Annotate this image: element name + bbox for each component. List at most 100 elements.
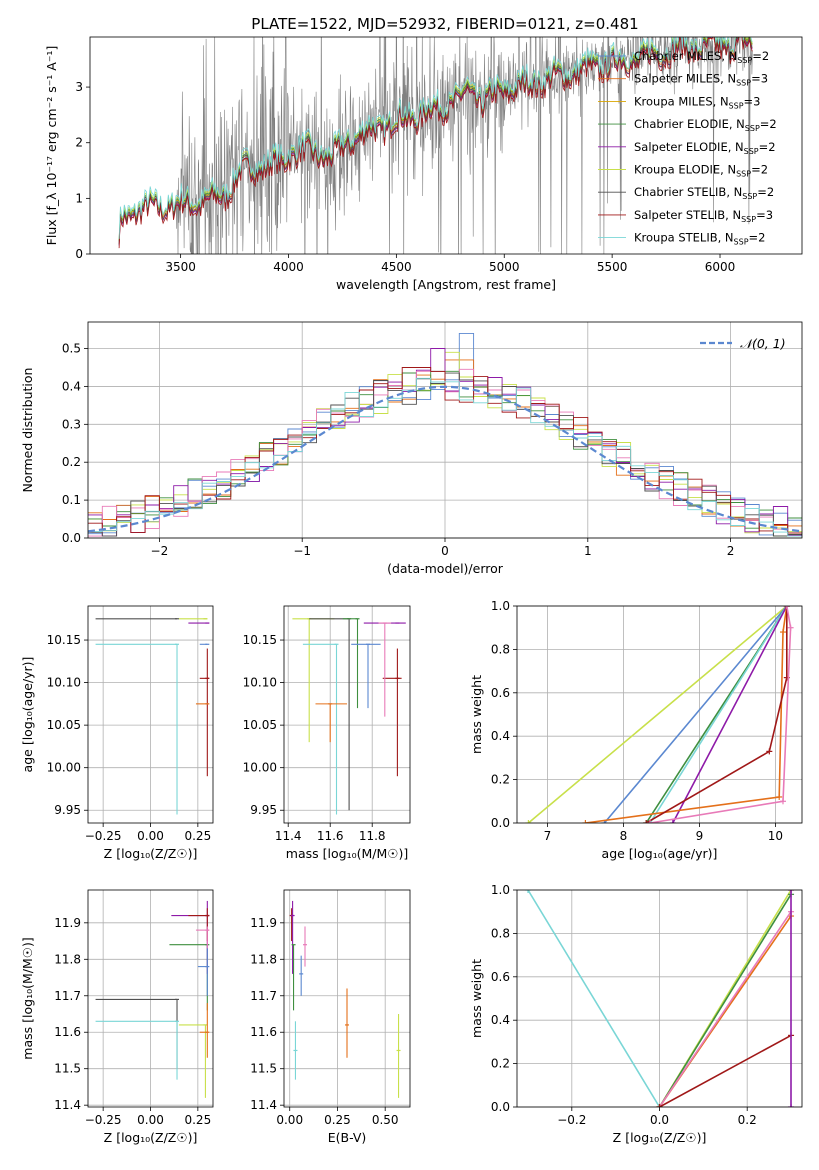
cumulative-line	[585, 606, 788, 823]
legend-entry: Kroupa STELIB, NSSP=2	[634, 231, 765, 247]
tick-label-x: 0.0	[650, 1113, 669, 1127]
model-line-kroupa-stelib	[118, 37, 753, 239]
tick-label-y: 0	[75, 247, 83, 261]
tick-label-x: 3500	[165, 260, 196, 274]
legend-entry: Kroupa MILES, NSSP=3	[634, 94, 760, 110]
tick-label-x: 4000	[273, 260, 304, 274]
point-chabrier-stelib	[95, 998, 180, 1069]
cumulative-line	[658, 893, 792, 1107]
axes-frame: 11.4 11.6 11.8 9.95 10.00 10.05 10.10 10.15 mass…	[243, 605, 411, 861]
axes-border	[283, 605, 411, 824]
point-chabrier-miles	[299, 955, 304, 996]
legend-entry: 𝒩(0, 1)	[740, 336, 786, 351]
tick-label-x: 2	[727, 544, 735, 558]
tick-label-x: 0.25	[184, 829, 211, 843]
weight-line-kroupa-stelib	[647, 606, 790, 823]
cumulative-line	[527, 890, 661, 1107]
grid	[88, 890, 213, 1107]
tick-label-x: 9	[696, 829, 704, 843]
tick-label-x: 0.25	[184, 1113, 211, 1127]
tick-label-x: 0.00	[137, 829, 164, 843]
weight-line-pink	[647, 606, 794, 823]
tick-label-x: 4500	[381, 260, 412, 274]
plot-area	[292, 618, 406, 815]
tick-label-y: 0.4	[62, 379, 81, 393]
cumulative-line	[527, 606, 788, 823]
legend-text: Kroupa MILES, N	[634, 94, 729, 108]
age-vs-mass-panel: 11.4 11.6 11.8 9.95 10.00 10.05 10.10 10.15 mass…	[243, 605, 411, 861]
tick-label-y: 10.15	[47, 633, 81, 647]
mass-weight-vs-age-panel: 7 8 9 10 0.0 0.2 0.4 0.6 0.8 1.0 age [log₁₀(age/yr…	[469, 599, 803, 861]
tick-label-y: 11.8	[250, 952, 277, 966]
point-kroupa-stelib	[95, 643, 180, 815]
tick-label-y: 0.0	[491, 1100, 510, 1114]
legend-text: Kroupa STELIB, N	[634, 231, 734, 245]
legend-subscript: SSP	[736, 79, 751, 88]
tick-label-x: −1	[293, 544, 311, 558]
point-kroupa-elodie	[292, 618, 335, 743]
legend-entry: Chabrier ELODIE, NSSP=2	[634, 117, 777, 133]
tick-label-y: 0.4	[491, 729, 510, 743]
plot-area	[118, 37, 753, 254]
x-axis-label: (data-model)/error	[387, 561, 504, 576]
point-salpeter-stelib	[199, 648, 210, 777]
axes-frame: −2 −1 0 1 2 0.0 0.1 0.2 0.3 0.4 0.5 (data-model)/er…	[20, 321, 803, 576]
tick-label-y: 11.7	[250, 989, 277, 1003]
point-salpeter-stelib	[382, 648, 402, 777]
point-kroupa-stelib	[302, 643, 339, 815]
axes-border	[516, 605, 803, 824]
x-axis-label: Z [log₁₀(Z/Z☉)]	[104, 846, 198, 861]
tick-label-x: −0.2	[557, 1113, 586, 1127]
legend-subscript: SSP	[742, 192, 757, 201]
tick-label-x: 11.8	[359, 829, 386, 843]
tick-label-y: 0.2	[491, 773, 510, 787]
x-axis-label: E(B-V)	[328, 1130, 367, 1145]
mass-vs-ebv-panel: 0.00 0.25 0.50 11.4 11.5 11.6 11.7 11.8 11.9 E(B-…	[250, 889, 411, 1145]
tick-label-y: 11.9	[54, 916, 81, 930]
legend-subscript: SSP	[741, 215, 756, 224]
tick-label-x: 7	[544, 829, 552, 843]
legend: 𝒩(0, 1)	[700, 336, 786, 351]
point-pink	[378, 622, 392, 717]
axes-frame: 0.00 0.25 0.50 11.4 11.5 11.6 11.7 11.8 11.9 E(B-…	[250, 889, 411, 1145]
tick-label-y: 10.10	[243, 676, 277, 690]
legend-text: Salpeter ELODIE, N	[634, 140, 744, 154]
legend-text: Chabrier ELODIE, N	[634, 117, 745, 131]
tick-label-x: 10	[768, 829, 783, 843]
legend-subscript: SSP	[736, 170, 751, 179]
weight-line-salpeter-elodie	[788, 890, 795, 1107]
histogram-salpeter-elodie	[88, 348, 802, 537]
axes-border	[87, 889, 214, 1108]
axes-border	[283, 889, 411, 1108]
legend-text-tail: =2	[760, 117, 777, 131]
point-chabrier-elodie	[291, 944, 296, 1011]
plot-area	[524, 890, 795, 1107]
tick-label-y: 0.8	[491, 926, 510, 940]
legend-subscript: SSP	[745, 124, 760, 133]
legend-subscript: SSP	[729, 101, 744, 110]
weight-line-salpeter-miles	[582, 606, 790, 823]
x-axis-label: age [log₁₀(age/yr)]	[602, 846, 718, 861]
point-salpeter-elodie	[290, 900, 295, 974]
point-chabrier-miles	[351, 643, 381, 709]
point-salpeter-miles	[199, 1003, 210, 1058]
legend-entry: Chabrier MILES, NSSP=2	[634, 49, 769, 65]
tick-label-y: 9.95	[250, 803, 277, 817]
point-pink	[303, 926, 307, 967]
cumulative-line	[672, 606, 788, 823]
tick-label-y: 0.5	[62, 342, 81, 356]
point-salpeter-stelib	[188, 908, 210, 942]
cumulative-line	[649, 606, 792, 823]
weight-line-chabrier-elodie	[656, 891, 795, 1107]
tick-label-y: 11.4	[54, 1098, 81, 1112]
grid	[88, 606, 213, 823]
tick-label-y: 10.05	[47, 718, 81, 732]
point-chabrier-elodie	[169, 944, 210, 1011]
x-axis-label: mass [log₁₀(M/M☉)]	[286, 846, 408, 861]
legend-text-tail: =2	[759, 140, 776, 154]
tick-label-x: 5000	[489, 260, 520, 274]
tick-label-x: 5500	[597, 260, 628, 274]
axes-frame: 3500 4000 4500 5000 5500 6000 0 1 2 3 wavelength […	[44, 36, 803, 292]
tick-label-y: 11.8	[54, 952, 81, 966]
tick-label-y: 1	[75, 191, 83, 205]
